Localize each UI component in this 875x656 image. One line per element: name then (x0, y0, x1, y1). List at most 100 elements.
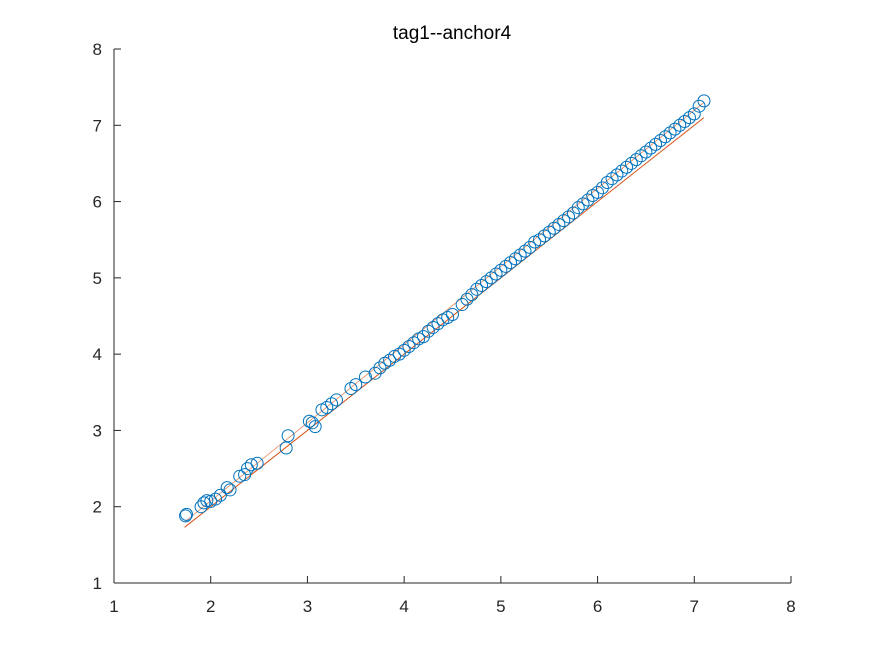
data-point (368, 366, 382, 380)
axes: 1 2 3 4 5 6 7 8 1 2 3 4 5 6 7 8 (93, 40, 796, 616)
data-point (499, 259, 513, 273)
data-point (624, 156, 638, 170)
data-point (639, 145, 653, 159)
data-point (634, 149, 648, 163)
data-point (329, 393, 343, 407)
data-point (281, 429, 295, 443)
data-point (416, 330, 430, 344)
data-point (562, 210, 576, 224)
y-tick-label: 7 (93, 116, 102, 135)
data-point (663, 126, 677, 140)
data-point (220, 481, 234, 495)
points-layer (179, 94, 711, 523)
data-point (470, 282, 484, 296)
data-point (233, 469, 247, 483)
data-point (426, 320, 440, 334)
data-point (373, 361, 387, 375)
y-tick-label: 6 (93, 193, 102, 212)
data-point (547, 221, 561, 235)
data-point (513, 248, 527, 262)
data-point (523, 240, 537, 254)
data-point (446, 307, 459, 321)
data-point (455, 298, 469, 312)
data-point (489, 267, 503, 281)
data-point (605, 172, 619, 186)
data-point (238, 468, 252, 482)
data-point (465, 288, 479, 302)
x-tick-label: 5 (496, 597, 505, 616)
data-point (180, 507, 194, 521)
data-point (610, 168, 624, 182)
data-point (692, 99, 706, 113)
data-point (305, 416, 319, 430)
data-point (244, 458, 258, 472)
y-tick-label: 4 (93, 345, 102, 364)
data-point (571, 201, 585, 215)
data-point (557, 214, 571, 228)
data-point (407, 336, 421, 350)
data-point (629, 153, 643, 167)
data-point (223, 483, 237, 497)
data-point (479, 275, 493, 289)
data-point (325, 397, 339, 411)
data-point (552, 217, 566, 231)
data-point (344, 381, 358, 395)
data-point (504, 256, 518, 270)
data-point (649, 137, 663, 151)
data-point (508, 252, 522, 266)
x-tick-label: 3 (303, 597, 312, 616)
data-point (581, 193, 595, 207)
y-tick-label: 8 (93, 40, 102, 59)
data-point (668, 122, 682, 136)
data-point (349, 378, 363, 392)
data-point (576, 197, 590, 211)
data-point (383, 353, 397, 367)
data-point (518, 244, 532, 258)
data-point (209, 492, 223, 506)
x-tick-label: 2 (206, 597, 215, 616)
data-point (320, 401, 334, 415)
data-point (542, 225, 556, 239)
data-point (591, 185, 605, 199)
x-tick-label: 6 (593, 597, 602, 616)
data-point (179, 509, 193, 523)
data-point (250, 456, 264, 470)
data-point (653, 134, 667, 148)
data-point (197, 496, 211, 510)
data-point (494, 263, 508, 277)
data-point (200, 494, 214, 508)
x-tick-label: 7 (690, 597, 699, 616)
x-tick-label: 8 (786, 597, 795, 616)
data-point (678, 114, 692, 128)
data-point (697, 94, 711, 108)
y-tick-label: 1 (93, 574, 102, 593)
data-point (402, 340, 416, 354)
data-point (644, 141, 658, 155)
y-tick-label: 2 (93, 498, 102, 517)
data-point (431, 317, 445, 331)
y-tick-label: 3 (93, 421, 102, 440)
data-point (537, 229, 551, 243)
data-point (595, 181, 609, 195)
data-point (658, 130, 672, 144)
data-point (308, 420, 322, 434)
data-point (475, 278, 489, 292)
y-tick-label: 5 (93, 269, 102, 288)
data-point (392, 347, 406, 361)
data-point (279, 441, 293, 455)
data-point (620, 160, 634, 174)
data-point (566, 206, 580, 220)
data-point (421, 324, 435, 338)
data-point (460, 292, 474, 306)
data-point (397, 343, 411, 357)
data-point (484, 271, 498, 285)
x-tick-label: 4 (399, 597, 408, 616)
data-point (615, 164, 629, 178)
data-point (682, 111, 696, 125)
data-point (600, 176, 614, 189)
data-point (358, 370, 372, 384)
chart-title: tag1--anchor4 (393, 23, 512, 44)
data-point (533, 233, 547, 247)
data-point (673, 118, 687, 132)
